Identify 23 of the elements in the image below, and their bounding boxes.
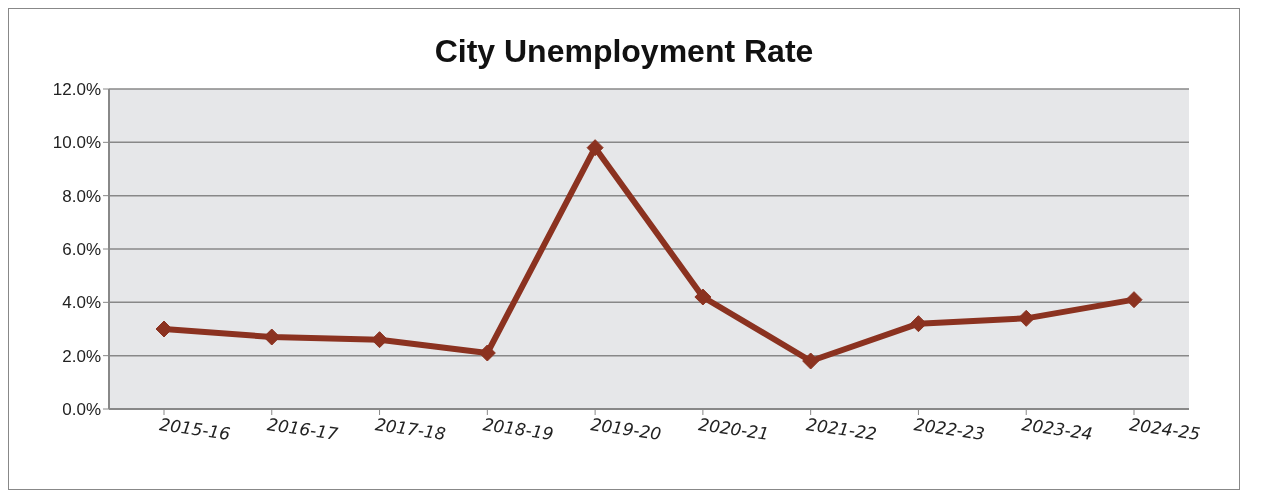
x-tick-label: 2018-19 (481, 414, 555, 444)
chart-title: City Unemployment Rate (433, 33, 815, 71)
x-tick-label: 2019-20 (589, 414, 663, 444)
y-tick-label: 0.0% (62, 400, 101, 420)
y-tick-label: 2.0% (62, 346, 101, 366)
x-tick-label: 2015-16 (158, 414, 232, 444)
y-tick-label: 4.0% (62, 293, 101, 313)
point (909, 315, 927, 333)
point (1125, 291, 1143, 309)
y-tick-label: 10.0% (52, 133, 101, 153)
x-tick-label: 2022-23 (912, 414, 986, 444)
y-tick-label: 6.0% (62, 240, 101, 260)
point (802, 352, 820, 370)
point (694, 288, 712, 306)
x-tick-label: 2017-18 (373, 414, 448, 444)
x-tick-label: 2024-25 (1128, 414, 1202, 444)
x-tick-label: 2021-22 (804, 414, 879, 444)
x-tick-label: 2016-17 (266, 414, 340, 444)
y-tick-label: 8.0% (62, 186, 101, 206)
x-tick-label: 2020-21 (697, 414, 771, 444)
point (586, 139, 604, 157)
y-tick-label: 12.0% (52, 80, 101, 100)
x-tick-label: 2023-24 (1020, 414, 1094, 444)
